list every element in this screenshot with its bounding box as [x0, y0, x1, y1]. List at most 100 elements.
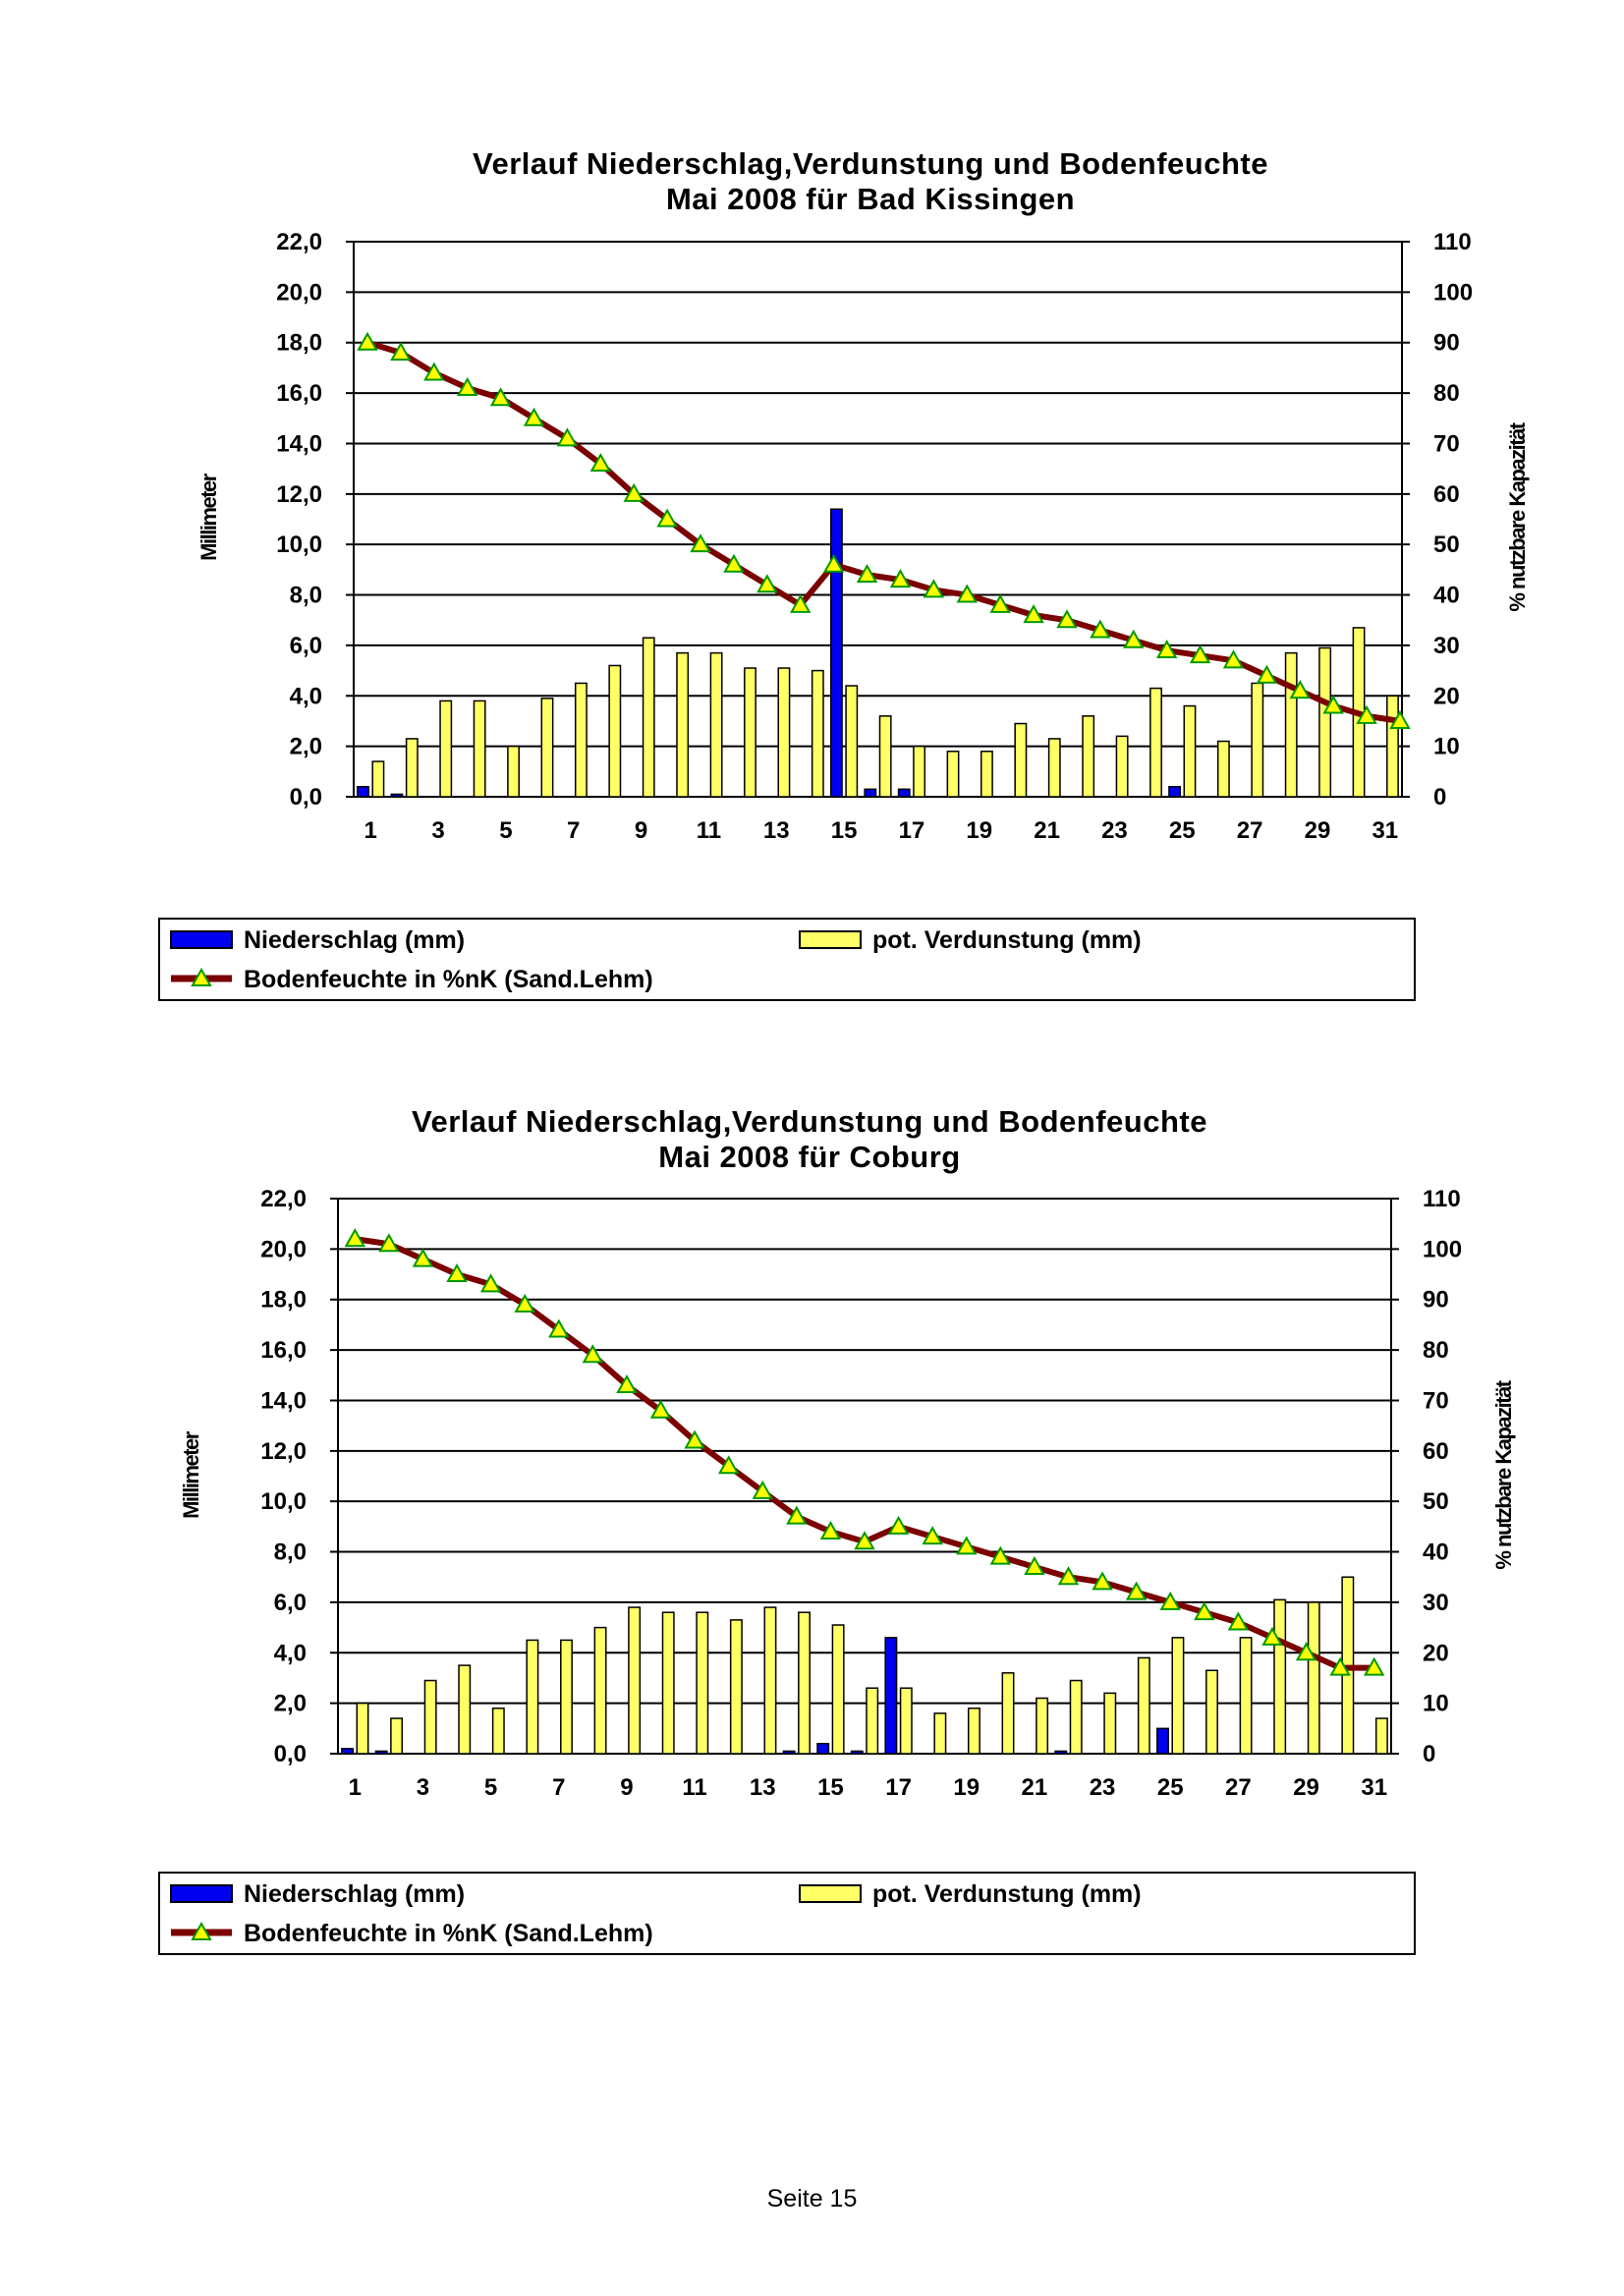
evap-bar [423, 1679, 437, 1755]
y2-tick-label: 40 [1423, 1540, 1449, 1566]
y2-tick-label: 80 [1423, 1337, 1449, 1364]
soil-moisture-point [854, 1531, 875, 1550]
x-tick-label: 29 [1293, 1774, 1319, 1801]
soil-moisture-point [390, 341, 412, 361]
legend-box [158, 918, 1416, 1001]
x-tick-label: 17 [899, 817, 925, 844]
x-tick-label: 5 [484, 1774, 497, 1801]
evap-bar [507, 745, 520, 798]
legend-precip-label: Niederschlag (mm) [244, 926, 465, 954]
evap-bar [1171, 1637, 1185, 1755]
soil-moisture-point [1222, 649, 1245, 669]
evap-bar [608, 664, 622, 798]
y2-tick-label: 80 [1433, 380, 1460, 407]
y-tick-label: 0,0 [274, 1741, 307, 1767]
soil-moisture-point [489, 387, 512, 407]
evap-bar [1103, 1692, 1117, 1755]
evap-bar [540, 698, 554, 798]
x-tick-label: 23 [1101, 817, 1128, 844]
soil-moisture-line [366, 339, 1401, 724]
evap-bar [526, 1639, 539, 1755]
soil-moisture-point [922, 1526, 943, 1545]
precip-bar [374, 1750, 388, 1755]
x-tick-label: 13 [750, 1774, 776, 1801]
soil-moisture-point [378, 1233, 400, 1253]
evap-bar [642, 637, 655, 798]
precip-bar [1054, 1750, 1068, 1755]
y2-tick-label: 0 [1423, 1741, 1435, 1767]
soil-moisture-point [889, 569, 912, 588]
legend-precip-swatch [170, 930, 233, 949]
soil-moisture-point [690, 533, 711, 553]
evap-bar [967, 1708, 980, 1755]
legend-evap-swatch [799, 930, 862, 949]
y2-axis-label: % nutzbare Kapazität [1491, 1379, 1516, 1569]
evap-bar [696, 1611, 709, 1755]
soil-moisture-point [1057, 1566, 1080, 1586]
y2-axis-label: % nutzbare Kapazität [1505, 421, 1530, 611]
y2-tick-label: 30 [1423, 1590, 1449, 1616]
legend-soil-label: Bodenfeuchte in %nK (Sand.Lehm) [244, 966, 653, 993]
chart-title: Verlauf Niederschlag,Verdunstung und Bod… [412, 1104, 1207, 1139]
soil-moisture-point [717, 1455, 740, 1475]
y-tick-label: 12,0 [260, 1438, 307, 1465]
x-tick-label: 13 [763, 817, 790, 844]
evap-bar [405, 738, 419, 798]
soil-moisture-point [887, 1515, 910, 1535]
y2-tick-label: 50 [1433, 532, 1460, 558]
soil-moisture-point [446, 1263, 468, 1283]
evap-bar [1273, 1598, 1287, 1755]
soil-moisture-point [1329, 1656, 1351, 1676]
evap-bar [491, 1708, 505, 1755]
evap-bar [593, 1626, 607, 1755]
evap-bar [1047, 738, 1061, 798]
precip-bar [864, 788, 877, 798]
legend-soil-marker [191, 1921, 212, 1940]
precip-bar [390, 793, 404, 798]
soil-moisture-point [752, 1480, 773, 1499]
soil-moisture-point [649, 1399, 672, 1419]
soil-moisture-point [523, 407, 545, 426]
x-tick-label: 3 [417, 1774, 429, 1801]
precip-bar [1156, 1727, 1169, 1755]
y-tick-label: 20,0 [260, 1236, 307, 1262]
evap-bar [744, 667, 756, 798]
evap-bar [946, 751, 960, 798]
soil-moisture-point [1363, 1656, 1385, 1676]
soil-moisture-point [357, 331, 378, 351]
precip-bar [850, 1750, 864, 1755]
precip-bar [897, 788, 911, 798]
y2-tick-label: 10 [1433, 734, 1460, 760]
soil-moisture-point [1289, 680, 1311, 700]
evap-bar [798, 1611, 812, 1755]
precip-bar [884, 1637, 898, 1755]
legend-precip-label: Niederschlag (mm) [244, 1880, 465, 1908]
y-tick-label: 18,0 [260, 1287, 307, 1314]
y-tick-label: 8,0 [274, 1540, 307, 1566]
soil-moisture-point [1024, 1555, 1045, 1575]
x-tick-label: 19 [953, 1774, 980, 1801]
legend-soil-marker [191, 967, 212, 986]
y2-tick-label: 70 [1423, 1387, 1449, 1414]
chart-subtitle: Mai 2008 für Coburg [658, 1140, 961, 1174]
evap-bar [980, 751, 993, 798]
evap-bar [878, 715, 892, 798]
y2-tick-label: 70 [1433, 430, 1460, 457]
evap-bar [574, 682, 588, 798]
evap-bar [1014, 722, 1028, 798]
y2-tick-label: 40 [1433, 583, 1460, 609]
soil-moisture-point [1295, 1642, 1317, 1661]
y2-tick-label: 90 [1423, 1287, 1449, 1314]
legend: Niederschlag (mm) pot. Verdunstung (mm) … [158, 918, 1416, 1001]
y-tick-label: 14,0 [260, 1387, 307, 1414]
soil-moisture-point [1389, 709, 1411, 729]
soil-moisture-point [989, 1545, 1012, 1565]
soil-moisture-point [822, 553, 845, 573]
y-tick-label: 20,0 [276, 279, 322, 306]
x-tick-label: 1 [364, 817, 377, 844]
evap-bar [1069, 1679, 1083, 1755]
y-tick-label: 10,0 [276, 532, 322, 558]
y2-tick-label: 60 [1433, 481, 1460, 508]
soil-moisture-point [1123, 629, 1145, 648]
